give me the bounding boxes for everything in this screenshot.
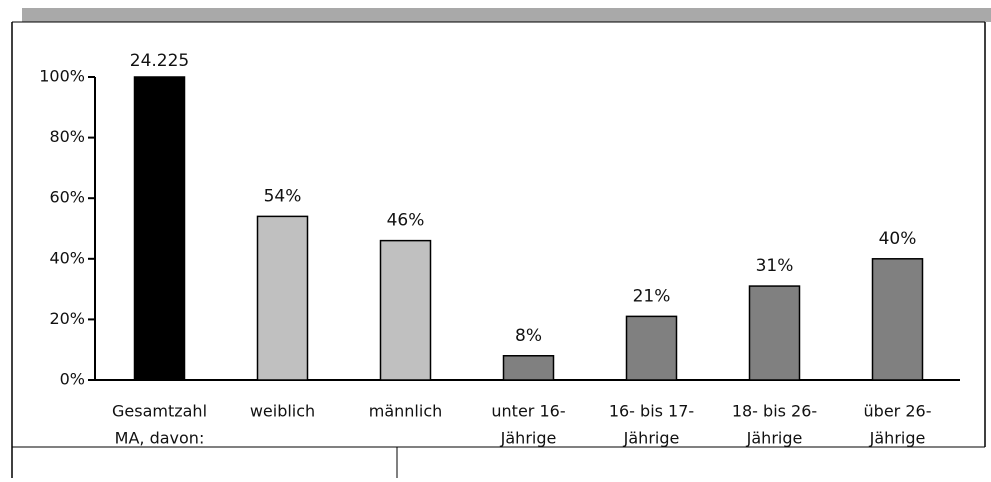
y-tick-label: 100% (39, 67, 85, 86)
x-tick-label: weiblich (250, 402, 315, 421)
x-tick-label: Jährige (869, 429, 926, 448)
value-label: 8% (515, 326, 542, 346)
x-tick-label: über 26- (864, 402, 932, 421)
bar (748, 285, 801, 381)
y-tick-label: 20% (49, 309, 85, 328)
y-tick-label: 0% (60, 370, 85, 389)
y-tick-label: 60% (49, 188, 85, 207)
x-tick-label: unter 16- (491, 402, 565, 421)
bar (871, 258, 924, 381)
y-tick-label: 80% (49, 127, 85, 146)
y-tick-label: 40% (49, 248, 85, 267)
value-label: 40% (879, 229, 917, 249)
x-tick-label: männlich (369, 402, 443, 421)
value-label: 54% (264, 186, 302, 206)
bar (625, 315, 678, 381)
x-tick-label: Jährige (623, 429, 680, 448)
value-label: 46% (387, 211, 425, 231)
x-tick-label: Jährige (500, 429, 557, 448)
bar (133, 76, 186, 381)
x-tick-label: Gesamtzahl (112, 402, 207, 421)
annotation: 24.225 (130, 51, 189, 71)
top-band (22, 8, 991, 22)
value-label: 21% (633, 286, 671, 306)
x-tick-label: 18- bis 26- (732, 402, 817, 421)
bar (379, 239, 432, 381)
value-label: 31% (756, 256, 794, 276)
x-tick-label: 16- bis 17- (609, 402, 694, 421)
x-tick-label: Jährige (746, 429, 803, 448)
bar (502, 355, 555, 381)
x-tick-label: MA, davon: (115, 429, 205, 448)
bar (256, 215, 309, 381)
